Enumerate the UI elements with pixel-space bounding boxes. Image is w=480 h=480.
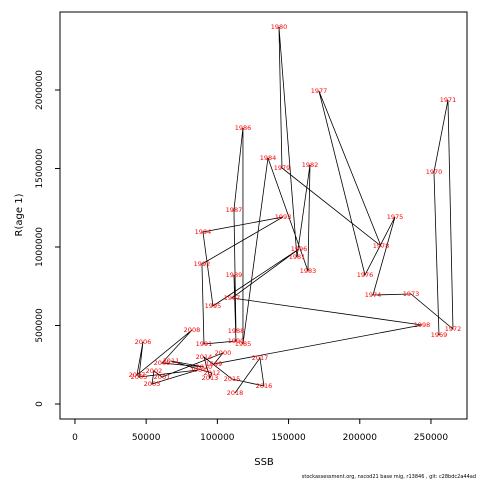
year-label: 1970 [426,168,443,176]
x-tick-label: 100000 [200,433,235,443]
y-tick-label: 1500000 [35,148,45,188]
year-label: 2018 [227,389,244,397]
year-label: 2015 [224,375,241,383]
year-label: 2004 [190,366,207,374]
year-label: 1990 [228,337,245,345]
trajectory-line [136,26,454,394]
year-label: 1986 [235,124,252,132]
x-tick-label: 150000 [271,433,306,443]
year-label: 1997 [224,294,241,302]
year-label: 1989 [226,271,243,279]
year-label: 2016 [256,382,273,390]
year-label: 1995 [205,302,222,310]
year-label: 2012 [204,369,221,377]
year-label: 1979 [274,164,291,172]
year-label: 1983 [300,267,317,275]
year-label: 2009 [154,359,171,367]
year-label: 1992 [194,260,211,268]
x-tick-label: 250000 [414,433,449,443]
year-label: 1971 [440,96,457,104]
year-label: 1993 [275,213,292,221]
year-label: 1988 [228,327,245,335]
y-tick-label: 0 [35,401,45,407]
year-label: 1996 [291,245,308,253]
year-label: 1977 [311,87,328,95]
year-label: 2014 [196,353,213,361]
year-label: 1991 [196,340,213,348]
plot-frame [59,11,468,420]
year-label: 1998 [414,321,431,329]
year-label: 2010 [196,363,213,371]
year-label: 1972 [445,325,462,333]
year-label: 2007 [129,371,146,379]
y-axis-label: R(age 1) [14,193,25,236]
year-label: 2003 [144,380,161,388]
year-label: 2011 [163,357,180,365]
year-label: 1985 [235,340,252,348]
year-label: 1976 [357,271,374,279]
year-label: 1974 [365,291,382,299]
year-label: 1969 [431,331,448,339]
year-label: 2013 [202,374,219,382]
y-tick-label: 500000 [35,308,45,343]
footer: stockassessment.org, nscod21 base mig, r… [302,474,476,480]
year-label: 1981 [289,253,306,261]
year-label: 2002 [146,367,163,375]
year-label: 2017 [252,354,269,362]
year-label: 1982 [302,161,319,169]
x-tick-label: 0 [72,433,78,443]
year-label: 1999 [206,360,223,368]
year-label: 1973 [403,290,420,298]
year-label: 2000 [215,349,232,357]
year-label: 1987 [226,206,243,214]
year-label: 2006 [135,338,152,346]
year-label: 2008 [184,326,201,334]
x-axis-label: SSB [254,457,274,468]
y-tick-label: 1000000 [35,227,45,267]
x-tick-label: 50000 [132,433,161,443]
year-label: 2005 [131,373,148,381]
year-label: 1978 [373,242,390,250]
x-tick-label: 200000 [343,433,378,443]
year-label: 1975 [387,213,404,221]
year-label: 2001 [154,373,171,381]
year-label: 1980 [271,23,288,31]
y-tick-label: 2000000 [35,70,45,110]
year-label: 1984 [260,154,277,162]
year-label: 1994 [195,228,212,236]
